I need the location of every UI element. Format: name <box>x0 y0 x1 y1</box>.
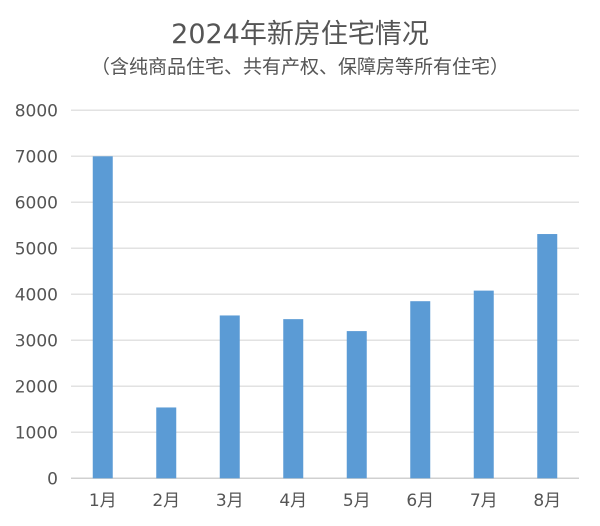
bar-1 <box>92 156 113 479</box>
y-tick-label: 5000 <box>15 239 58 259</box>
x-tick-label: 4月 <box>279 491 307 511</box>
y-tick-label: 8000 <box>15 101 58 121</box>
x-tick-label: 8月 <box>533 491 561 511</box>
bar-7 <box>473 290 494 479</box>
x-tick-label: 6月 <box>406 491 434 511</box>
y-tick-label: 7000 <box>15 147 58 167</box>
chart-title: 2024年新房住宅情况 <box>171 19 429 50</box>
chart-subtitle: （含纯商品住宅、共有产权、保障房等所有住宅） <box>90 56 509 78</box>
x-tick-label: 2月 <box>152 491 180 511</box>
y-tick-label: 6000 <box>15 193 58 213</box>
x-tick-label: 7月 <box>470 491 498 511</box>
y-tick-label: 4000 <box>15 285 58 305</box>
bar-8 <box>537 234 558 479</box>
y-tick-label: 2000 <box>15 377 58 397</box>
y-tick-label: 3000 <box>15 331 58 351</box>
y-tick-label: 1000 <box>15 423 58 443</box>
bar-2 <box>156 407 177 479</box>
bar-4 <box>283 319 304 479</box>
y-tick-label: 0 <box>47 469 58 489</box>
bar-3 <box>219 315 240 479</box>
bar-5 <box>346 331 367 479</box>
x-tick-label: 3月 <box>216 491 244 511</box>
x-tick-label: 5月 <box>343 491 371 511</box>
x-tick-label: 1月 <box>89 491 117 511</box>
bar-6 <box>410 301 431 479</box>
